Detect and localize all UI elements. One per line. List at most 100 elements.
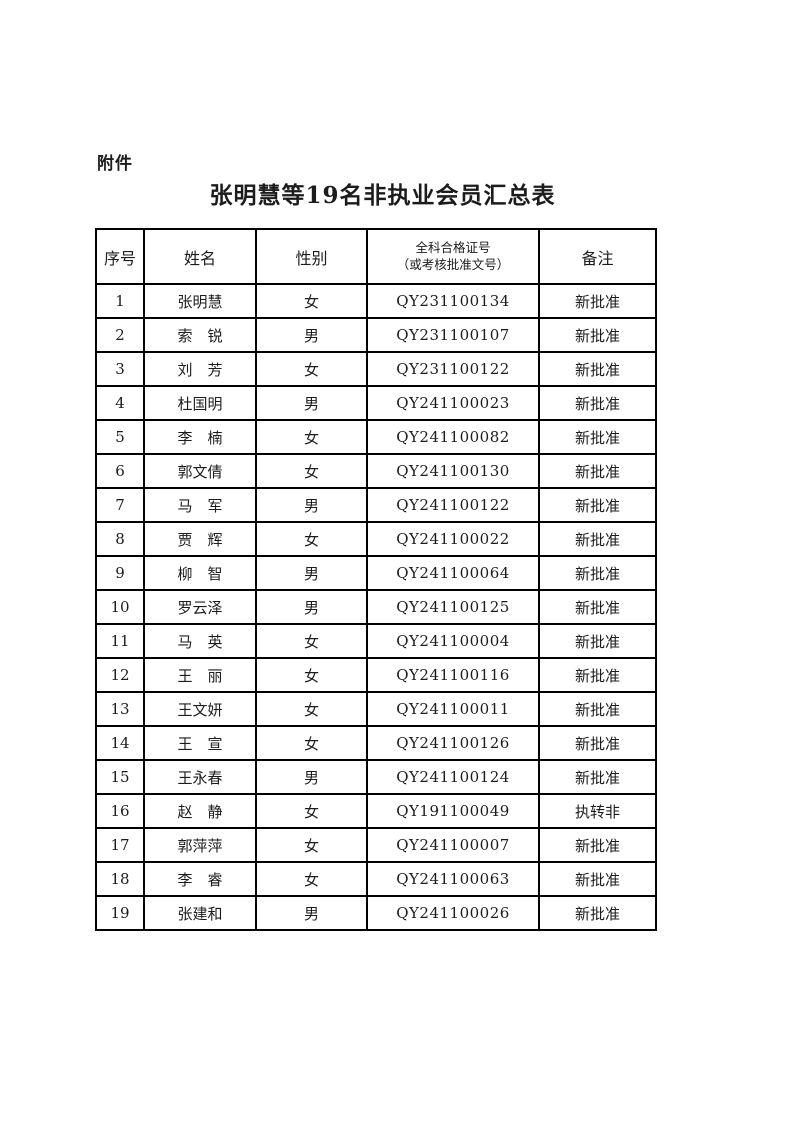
cell-gender: 女 [255, 419, 368, 455]
cell-name: 马 军 [143, 487, 257, 523]
members-table: 序号 姓名 性别 全科合格证号 （或考核批准文号） 备注 1 张明慧女 QY2311… [95, 228, 657, 931]
cell-name: 郭萍萍 [143, 827, 257, 863]
table-row: 17 郭萍萍女 QY241100007 新批准 [95, 827, 657, 863]
cell-gender: 女 [255, 657, 368, 693]
cell-gender: 女 [255, 725, 368, 761]
cell-remark: 新批准 [538, 419, 657, 455]
cell-gender: 男 [255, 759, 368, 795]
cell-cert: QY241100007 [366, 827, 540, 863]
cell-name: 李 睿 [143, 861, 257, 897]
cell-no: 5 [95, 419, 145, 455]
cell-remark: 新批准 [538, 521, 657, 557]
table-row: 4 杜国明男 QY241100023 新批准 [95, 385, 657, 421]
cell-remark: 新批准 [538, 589, 657, 625]
cell-remark: 新批准 [538, 487, 657, 523]
cell-gender: 男 [255, 487, 368, 523]
table-row: 14 王 宣女 QY241100126 新批准 [95, 725, 657, 761]
cell-gender: 男 [255, 589, 368, 625]
cell-name: 王文妍 [143, 691, 257, 727]
cell-cert: QY241100011 [366, 691, 540, 727]
cell-name: 王 丽 [143, 657, 257, 693]
table-row: 15 王永春男 QY241100124 新批准 [95, 759, 657, 795]
cell-cert: QY191100049 [366, 793, 540, 829]
cell-remark: 新批准 [538, 725, 657, 761]
cell-no: 17 [95, 827, 145, 863]
cell-name: 马 英 [143, 623, 257, 659]
table-row: 19 张建和男 QY241100026 新批准 [95, 895, 657, 931]
cell-name: 索 锐 [143, 317, 257, 353]
cell-name: 李 楠 [143, 419, 257, 455]
cell-cert: QY241100064 [366, 555, 540, 591]
cell-name: 柳 智 [143, 555, 257, 591]
table-row: 12 王 丽女 QY241100116 新批准 [95, 657, 657, 693]
page-title: 张明慧等19名非执业会员汇总表 [209, 182, 556, 209]
cell-remark: 新批准 [538, 623, 657, 659]
table-row: 6 郭文倩女 QY241100130 新批准 [95, 453, 657, 489]
table-row: 1 张明慧女 QY231100134 新批准 [95, 283, 657, 319]
cell-gender: 女 [255, 453, 368, 489]
header-remark: 备注 [538, 228, 657, 285]
cell-remark: 新批准 [538, 895, 657, 931]
cell-gender: 女 [255, 827, 368, 863]
cell-name: 张建和 [143, 895, 257, 931]
cell-cert: QY241100124 [366, 759, 540, 795]
header-cert-line2: （或考核批准文号） [396, 256, 510, 272]
cell-gender: 女 [255, 623, 368, 659]
cell-no: 18 [95, 861, 145, 897]
table-row: 11 马 英女 QY241100004 新批准 [95, 623, 657, 659]
cell-no: 16 [95, 793, 145, 829]
table-row: 13 王文妍女 QY241100011 新批准 [95, 691, 657, 727]
cell-remark: 新批准 [538, 351, 657, 387]
table-row: 18 李 睿女 QY241100063 新批准 [95, 861, 657, 897]
cell-gender: 男 [255, 555, 368, 591]
cell-no: 19 [95, 895, 145, 931]
cell-no: 6 [95, 453, 145, 489]
cell-remark: 新批准 [538, 827, 657, 863]
cell-gender: 女 [255, 793, 368, 829]
cell-no: 10 [95, 589, 145, 625]
cell-no: 13 [95, 691, 145, 727]
cell-no: 3 [95, 351, 145, 387]
cell-gender: 女 [255, 283, 368, 319]
cell-remark: 新批准 [538, 317, 657, 353]
cell-cert: QY241100125 [366, 589, 540, 625]
cell-no: 2 [95, 317, 145, 353]
cell-gender: 女 [255, 521, 368, 557]
header-no: 序号 [95, 228, 145, 285]
cell-no: 9 [95, 555, 145, 591]
cell-name: 刘 芳 [143, 351, 257, 387]
cell-name: 罗云泽 [143, 589, 257, 625]
header-cert: 全科合格证号 （或考核批准文号） [366, 228, 540, 285]
cell-no: 14 [95, 725, 145, 761]
attachment-label: 附件 [97, 154, 133, 174]
cell-no: 12 [95, 657, 145, 693]
cell-gender: 男 [255, 385, 368, 421]
header-cert-line1: 全科合格证号 [415, 239, 491, 255]
header-name: 姓名 [143, 228, 257, 285]
cell-cert: QY241100063 [366, 861, 540, 897]
cell-remark: 新批准 [538, 283, 657, 319]
cell-remark: 新批准 [538, 657, 657, 693]
cell-no: 7 [95, 487, 145, 523]
cell-name: 赵 静 [143, 793, 257, 829]
cell-cert: QY231100134 [366, 283, 540, 319]
cell-name: 贾 辉 [143, 521, 257, 557]
table-row: 16 赵 静女 QY191100049 执转非 [95, 793, 657, 829]
cell-name: 王 宣 [143, 725, 257, 761]
cell-cert: QY241100116 [366, 657, 540, 693]
cell-cert: QY241100130 [366, 453, 540, 489]
cell-no: 4 [95, 385, 145, 421]
cell-remark: 新批准 [538, 861, 657, 897]
cell-cert: QY241100026 [366, 895, 540, 931]
cell-remark: 新批准 [538, 759, 657, 795]
cell-name: 张明慧 [143, 283, 257, 319]
cell-cert: QY241100004 [366, 623, 540, 659]
cell-cert: QY241100023 [366, 385, 540, 421]
cell-no: 1 [95, 283, 145, 319]
